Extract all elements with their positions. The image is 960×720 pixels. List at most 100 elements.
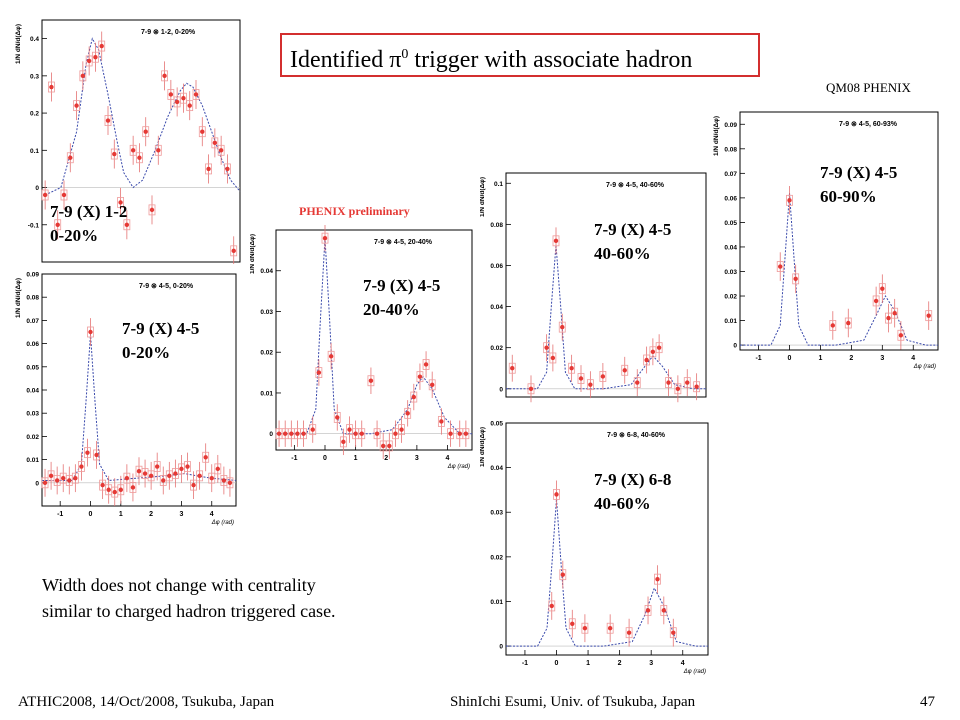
y-tick-label: 0.02 [490,345,503,352]
data-point [656,345,662,350]
systematic-box [300,428,307,440]
systematic-box [581,622,589,634]
x-tick-label: 4 [210,511,214,518]
systematic-box [136,152,143,164]
systematic-box [548,600,556,612]
data-point [295,431,300,436]
x-tick-label: 4 [681,660,685,667]
systematic-box [110,148,118,160]
slide-title-superscript: 0 [401,47,409,62]
data-point [650,349,656,354]
data-point [645,608,651,613]
data-point [88,329,93,335]
data-point [787,198,792,203]
data-point [136,469,142,474]
y-tick-label: 0.03 [260,309,273,316]
inset-title: 7-9 ⊗ 4-5, 60-93% [839,121,898,128]
y-axis-label: 1/N dN/d(Δφ) [480,427,486,467]
systematic-box [568,362,576,374]
data-point [215,466,221,472]
systematic-box [428,379,436,391]
data-point [387,443,392,449]
systematic-box [98,40,106,52]
systematic-box [633,377,641,389]
y-axis-label: 1/N dN/d(Δφ) [713,116,720,156]
systematic-box [79,70,87,82]
systematic-box [655,342,663,354]
systematic-box [92,51,99,63]
y-tick-label: 0 [269,431,273,438]
systematic-box [437,416,445,427]
x-tick-label: 1 [586,660,590,667]
y-tick-label: 0.08 [490,222,503,229]
systematic-box [786,194,793,206]
data-point [161,478,166,483]
systematic-box [660,604,668,616]
systematic-box [404,407,412,419]
systematic-box [621,364,629,376]
systematic-box [142,126,150,138]
systematic-box [214,463,222,475]
systematic-box [416,371,424,383]
data-point [553,238,559,244]
systematic-box [87,326,94,338]
x-tick-label: 1 [818,355,822,362]
y-tick-label: 0 [35,185,39,192]
plot-svg-2: 0.09 0.08 0.07 0.06 0.05 0.04 0.03 0.02 0.01 0 -1 0… [15,272,237,526]
systematic-box [321,232,329,244]
plot-panel-2: 0.09 0.08 0.07 0.06 0.05 0.04 0.03 0.02 0.01 0 -1 0… [4,268,242,528]
panel-label-4: 7-9 (X) 4-5 40-60% [594,218,671,266]
y-tick-label: 0.04 [260,268,273,275]
data-point [100,482,105,488]
systematic-box [198,126,206,138]
systematic-box [693,381,701,393]
systematic-box [577,373,585,384]
plot-panel-6: 0.09 0.08 0.07 0.06 0.05 0.04 0.03 0.02 0.01 0 -1 0… [710,102,948,374]
data-point [846,320,851,326]
systematic-box [84,447,91,459]
x-tick-label: 0 [89,511,93,518]
y-tick-label: 0.04 [26,388,39,395]
data-point [49,84,54,90]
page-number: 47 [920,694,935,710]
data-point [143,129,148,134]
systematic-box [224,163,231,175]
y-axis-label: 1/N dN/d(Δφ) [480,177,486,217]
data-point [685,380,690,385]
data-point [162,73,167,79]
data-point [578,376,584,381]
plot-panel-1: 0.4 0.3 0.2 0.1 0 -0.1 1/N dN/d(Δφ) 7-9 ⊗ 1-2, … [4,6,244,264]
x-tick-label: 4 [911,355,915,362]
x-tick-label: 3 [179,511,183,518]
systematic-box [559,569,567,581]
footer-center: ShinIchi Esumi, Univ. of Tsukuba, Japan [450,694,696,710]
panel-label-6-line1: 7-9 (X) 4-5 [820,163,898,182]
y-tick-label: 0.02 [260,350,273,357]
y-tick-label: 0.04 [724,244,737,251]
data-point [181,95,186,101]
data-point [926,313,931,318]
systematic-box [196,470,204,482]
plot-frame [275,229,473,451]
panel-label-5-line1: 7-9 (X) 6-8 [594,470,672,489]
data-point [417,374,423,379]
data-point [622,368,627,373]
y-tick-label: 0.05 [490,421,503,428]
slide-title-box: Identified π0 trigger with associate had… [280,33,760,77]
data-point [130,485,136,490]
systematic-box [665,377,672,389]
panel-label-3-line1: 7-9 (X) 4-5 [363,276,441,295]
panel-label-4-line1: 7-9 (X) 4-5 [594,220,672,239]
inset-title: 7-9 ⊗ 1-2, 0-20% [141,29,196,36]
systematic-box [230,245,238,257]
systematic-box [154,144,162,156]
data-point [694,384,699,389]
data-point [167,473,172,479]
systematic-box [217,144,225,156]
systematic-box [186,100,194,112]
data-point [276,431,282,436]
systematic-box [129,482,137,493]
data-point [328,354,334,359]
systematic-box [41,477,49,489]
x-tick-label: -1 [755,355,761,362]
